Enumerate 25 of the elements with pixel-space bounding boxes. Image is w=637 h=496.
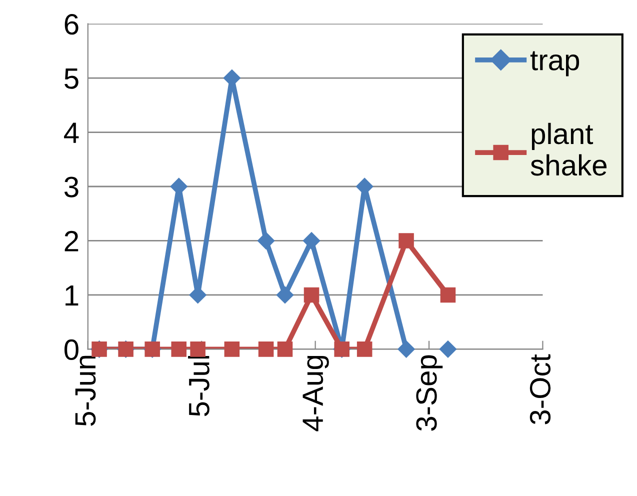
point xyxy=(257,232,275,250)
point xyxy=(398,233,414,248)
point xyxy=(302,232,320,250)
x-tick-label: 3-Sep xyxy=(416,355,443,431)
point xyxy=(277,342,293,357)
y-tick-label: 3 xyxy=(64,176,78,198)
point xyxy=(276,286,294,304)
legend-label: plant shake xyxy=(530,122,607,176)
y-tick-label: 5 xyxy=(64,68,78,89)
point xyxy=(171,342,187,357)
y-tick-label: 6 xyxy=(64,14,78,35)
legend-label: trap xyxy=(530,51,580,76)
point xyxy=(304,287,320,303)
point xyxy=(258,342,274,357)
x-tick-label: 5-Jul xyxy=(188,356,210,416)
point xyxy=(224,342,240,357)
y-tick-label: 4 xyxy=(64,122,79,143)
x-tick-label: 3-Oct xyxy=(530,354,551,424)
x-tick-label: 4-Aug xyxy=(302,356,329,432)
point xyxy=(190,342,206,357)
point xyxy=(440,287,456,303)
y-tick-label: 1 xyxy=(66,285,78,306)
point xyxy=(356,342,372,357)
y-tick-label: 2 xyxy=(64,230,78,252)
point xyxy=(398,340,415,358)
